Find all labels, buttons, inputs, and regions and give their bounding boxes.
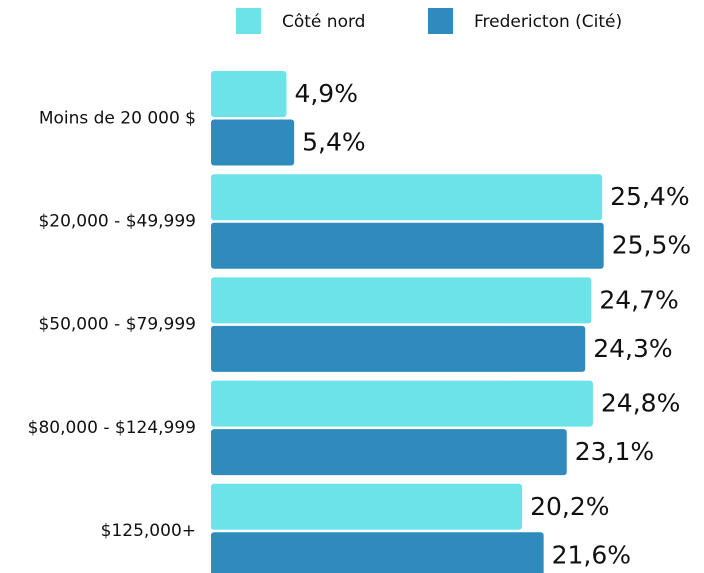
bar [211,532,544,573]
bar [211,222,604,269]
bar [211,119,295,166]
value-label: 23,1% [575,437,654,466]
bar [211,277,592,324]
category-label: $80,000 - $124,999 [28,418,196,438]
value-label: 4,9% [294,79,358,108]
legend-label: Côté nord [282,12,365,32]
bar [211,429,567,476]
value-label: 24,7% [599,285,678,314]
value-label: 20,2% [530,492,609,521]
value-label: 21,6% [552,540,631,569]
legend-swatch [236,8,261,34]
value-label: 24,8% [601,389,680,418]
value-label: 5,4% [302,128,366,157]
value-label: 24,3% [593,334,672,363]
bar [211,174,603,221]
value-label: 25,4% [610,182,689,211]
category-label: $20,000 - $49,999 [38,211,196,231]
bar [211,325,586,372]
category-label: $50,000 - $79,999 [38,315,196,335]
category-label: Moins de 20 000 $ [39,108,196,128]
bar [211,483,523,530]
category-label: $125,000+ [101,521,196,541]
bar [211,380,593,427]
bar [211,71,287,117]
legend-swatch [428,8,453,34]
legend-label: Fredericton (Cité) [474,12,622,32]
value-label: 25,5% [612,231,691,260]
